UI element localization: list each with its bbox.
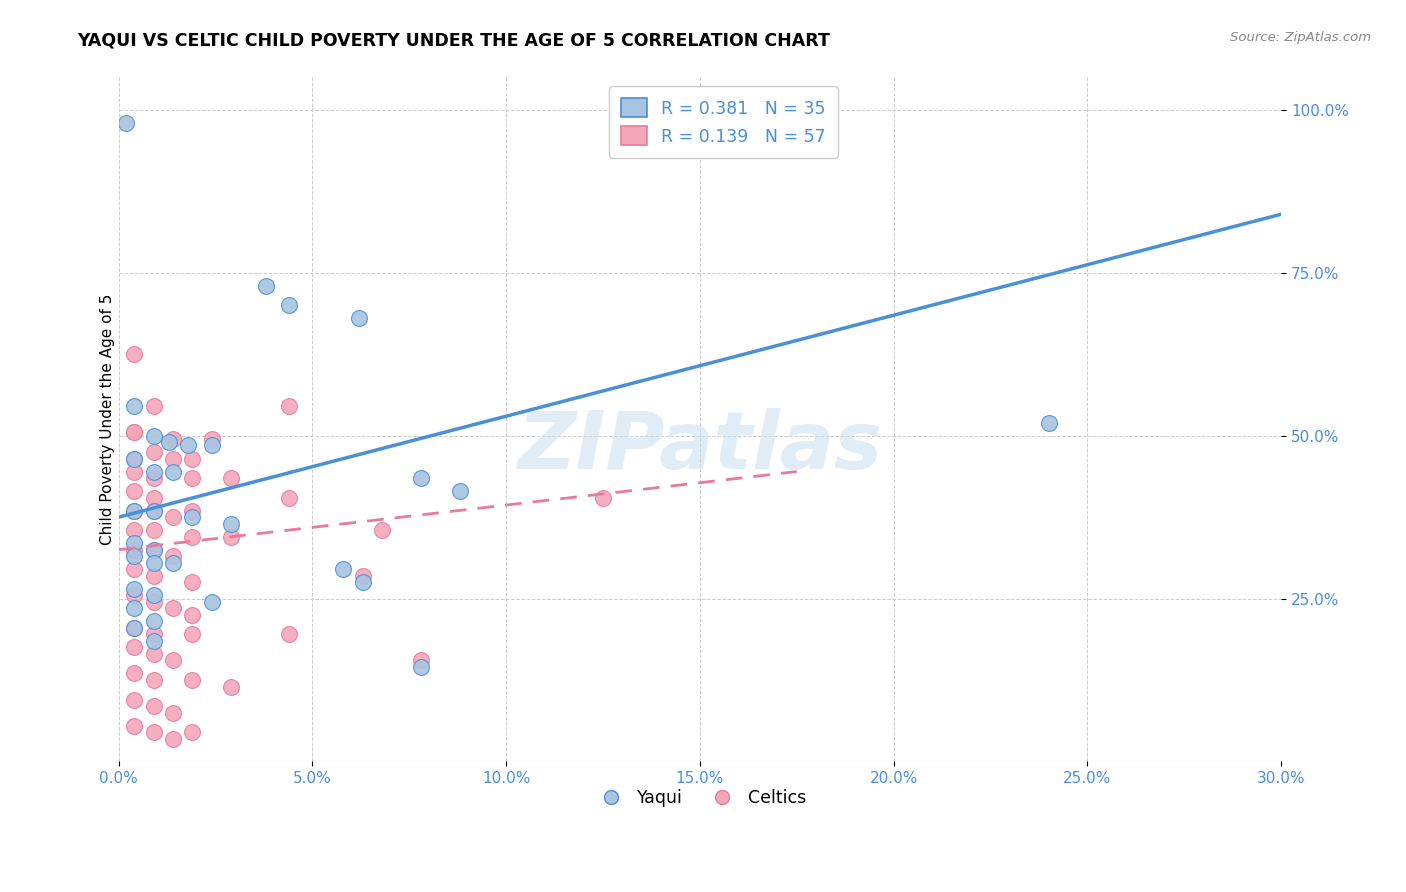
- Point: [115, 116, 138, 130]
- Point: [278, 627, 301, 641]
- Point: [122, 425, 145, 440]
- Point: [449, 484, 471, 499]
- Point: [122, 562, 145, 576]
- Point: [278, 298, 301, 312]
- Point: [142, 503, 165, 517]
- Point: [142, 542, 165, 557]
- Point: [122, 666, 145, 681]
- Point: [122, 621, 145, 635]
- Point: [142, 556, 165, 570]
- Point: [122, 484, 145, 499]
- Point: [122, 523, 145, 537]
- Point: [409, 660, 432, 674]
- Point: [219, 516, 242, 531]
- Point: [347, 311, 370, 326]
- Point: [142, 634, 165, 648]
- Point: [122, 451, 145, 466]
- Point: [122, 425, 145, 440]
- Point: [142, 400, 165, 414]
- Point: [352, 568, 374, 582]
- Point: [142, 465, 165, 479]
- Point: [142, 595, 165, 609]
- Point: [122, 601, 145, 615]
- Text: Source: ZipAtlas.com: Source: ZipAtlas.com: [1230, 31, 1371, 45]
- Point: [122, 718, 145, 732]
- Point: [254, 279, 277, 293]
- Point: [278, 491, 301, 505]
- Point: [181, 530, 204, 544]
- Point: [177, 438, 200, 452]
- Point: [122, 582, 145, 596]
- Point: [142, 523, 165, 537]
- Point: [612, 116, 634, 130]
- Point: [142, 445, 165, 459]
- Point: [142, 627, 165, 641]
- Point: [162, 556, 184, 570]
- Point: [162, 653, 184, 667]
- Legend: Yaqui, Celtics: Yaqui, Celtics: [588, 782, 813, 814]
- Point: [142, 588, 165, 602]
- Point: [278, 400, 301, 414]
- Point: [142, 542, 165, 557]
- Point: [1038, 416, 1060, 430]
- Point: [162, 549, 184, 564]
- Point: [181, 503, 204, 517]
- Point: [181, 673, 204, 687]
- Text: YAQUI VS CELTIC CHILD POVERTY UNDER THE AGE OF 5 CORRELATION CHART: YAQUI VS CELTIC CHILD POVERTY UNDER THE …: [77, 31, 830, 49]
- Point: [142, 491, 165, 505]
- Point: [122, 588, 145, 602]
- Point: [142, 428, 165, 442]
- Point: [142, 725, 165, 739]
- Point: [162, 706, 184, 720]
- Point: [162, 601, 184, 615]
- Point: [181, 471, 204, 485]
- Point: [332, 562, 354, 576]
- Point: [122, 621, 145, 635]
- Point: [219, 471, 242, 485]
- Point: [201, 595, 224, 609]
- Point: [122, 503, 145, 517]
- Point: [122, 347, 145, 361]
- Point: [181, 575, 204, 590]
- Point: [409, 653, 432, 667]
- Point: [201, 432, 224, 446]
- Point: [181, 725, 204, 739]
- Point: [122, 640, 145, 655]
- Point: [352, 575, 374, 590]
- Point: [162, 465, 184, 479]
- Point: [122, 503, 145, 517]
- Point: [122, 536, 145, 550]
- Y-axis label: Child Poverty Under the Age of 5: Child Poverty Under the Age of 5: [100, 293, 115, 545]
- Point: [181, 627, 204, 641]
- Point: [142, 568, 165, 582]
- Point: [371, 523, 394, 537]
- Point: [181, 451, 204, 466]
- Point: [219, 530, 242, 544]
- Point: [142, 699, 165, 714]
- Point: [142, 503, 165, 517]
- Point: [162, 451, 184, 466]
- Point: [142, 673, 165, 687]
- Point: [409, 471, 432, 485]
- Point: [181, 510, 204, 524]
- Point: [142, 471, 165, 485]
- Point: [142, 615, 165, 629]
- Point: [142, 647, 165, 661]
- Point: [162, 510, 184, 524]
- Point: [201, 438, 224, 452]
- Point: [122, 692, 145, 706]
- Point: [122, 400, 145, 414]
- Point: [122, 542, 145, 557]
- Point: [181, 607, 204, 622]
- Point: [592, 491, 614, 505]
- Point: [122, 549, 145, 564]
- Point: [162, 432, 184, 446]
- Point: [157, 435, 180, 450]
- Point: [122, 465, 145, 479]
- Point: [122, 451, 145, 466]
- Point: [219, 680, 242, 694]
- Text: ZIPatlas: ZIPatlas: [517, 408, 883, 486]
- Point: [162, 731, 184, 746]
